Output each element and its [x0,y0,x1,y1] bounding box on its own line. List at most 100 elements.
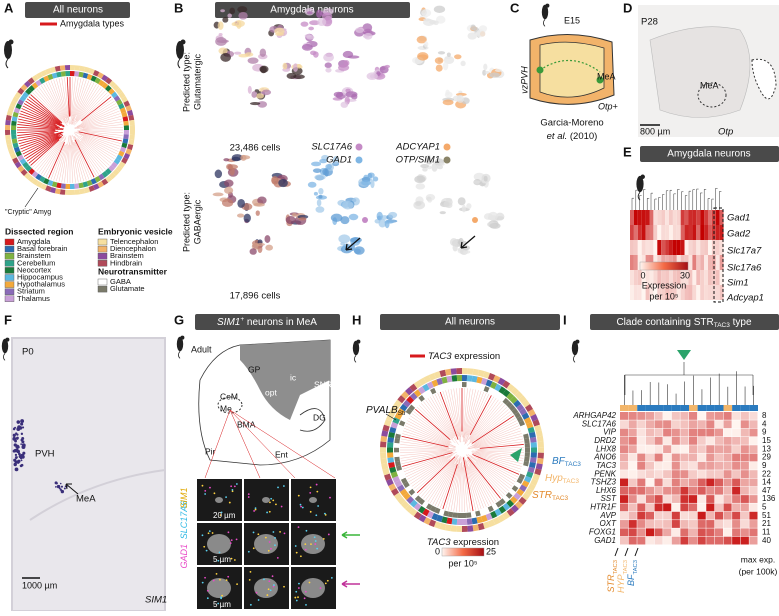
umap-cell [311,161,322,167]
heat-cell [689,412,698,420]
umap-cell [251,91,258,98]
ring-segment [28,85,35,92]
heat-cell [628,520,637,528]
heat-cell [696,225,701,240]
heat-cell [749,528,758,537]
ring-segment [514,411,521,419]
heat-cell [688,270,693,285]
heat-cell [680,436,689,445]
heat-cell [680,528,689,537]
tree-branch [84,131,123,136]
umap-cell [384,64,390,69]
heat-cell [708,255,712,270]
umap-cell [249,101,261,106]
ring-segment [97,72,104,79]
tree-branch [474,430,522,447]
ring-segment [17,165,25,173]
heat-cell [654,420,663,429]
marker [510,448,522,462]
heat-cell [740,511,749,520]
ring-segment [399,488,408,497]
ring-segment [90,75,97,82]
tree-branch [468,456,507,493]
umap-cell [457,197,466,206]
ring-segment [394,442,400,448]
gene-label: Sim1 [727,278,749,289]
heat-cell [732,445,741,454]
umap-cell [220,9,225,13]
ring-segment [111,91,118,99]
ring-segment [418,498,425,506]
ring-segment [529,436,537,443]
heat-cell [732,412,741,420]
heat-cell [628,461,637,470]
puncta [310,543,312,546]
ring-segment [510,387,519,396]
heat-cell [706,428,715,437]
umap-cell [422,167,428,172]
dg [299,408,326,432]
legend-title: Embryonic vesicle [98,226,173,236]
label: MeA [597,71,616,81]
ring-segment [84,66,91,73]
ring-segment [13,146,21,153]
ring-segment [457,512,462,518]
heat-cell [700,225,705,240]
umap-cell [417,52,429,61]
umap-cell [353,246,365,255]
umap-cell [348,213,359,221]
label-part: TAC3 [623,560,629,575]
tree-branch [53,144,66,181]
puncta [269,589,272,592]
ring-segment [380,447,387,453]
tree-branch [402,430,456,448]
heat-cell [645,240,650,255]
tree-branch [430,455,460,504]
ring-segment [400,416,408,423]
type-tick [614,547,619,557]
gene-label: TAC3 [596,461,616,470]
pointer [24,187,39,208]
tree-branch [464,394,490,445]
umap-cell [378,218,387,228]
ring-segment [54,188,61,195]
ring-segment [506,392,515,401]
ring-segment [400,477,408,484]
panel-label: E [623,144,632,159]
ring-segment [492,375,501,383]
tree-branch [419,459,454,495]
tree-branch [465,396,494,444]
legend-swatch [4,274,15,281]
heat-cell [723,511,732,520]
ring-segment [22,161,29,169]
puncta [257,599,260,601]
heat-cell [684,225,689,240]
mouse-tail [5,58,9,69]
label: 5 µm [213,600,231,609]
ring-segment [436,377,443,386]
tree-branch [400,451,453,462]
heat-cell [714,420,723,429]
heat-cell [706,478,715,487]
dendrogram [681,191,684,210]
legend-entry: Hindbrain [110,258,142,267]
heat-cell [671,428,680,437]
heat-cell [706,495,715,503]
tree-branch [417,407,450,438]
ring-segment [392,475,400,483]
umap-cell [414,175,426,184]
ring-segment [422,392,429,400]
heat-cell [715,225,720,240]
umap-cell [454,54,462,60]
tree-branch [73,82,95,124]
ring-segment [509,396,518,404]
ring-segment [466,512,472,518]
ring-segment [56,182,62,189]
tree-branch [467,409,509,446]
tree-branch [76,105,118,127]
umap-cell [224,186,234,194]
tree-branch [471,451,524,462]
heat-cell [732,528,741,537]
ring-segment [441,376,448,384]
tree-branch [76,110,120,128]
